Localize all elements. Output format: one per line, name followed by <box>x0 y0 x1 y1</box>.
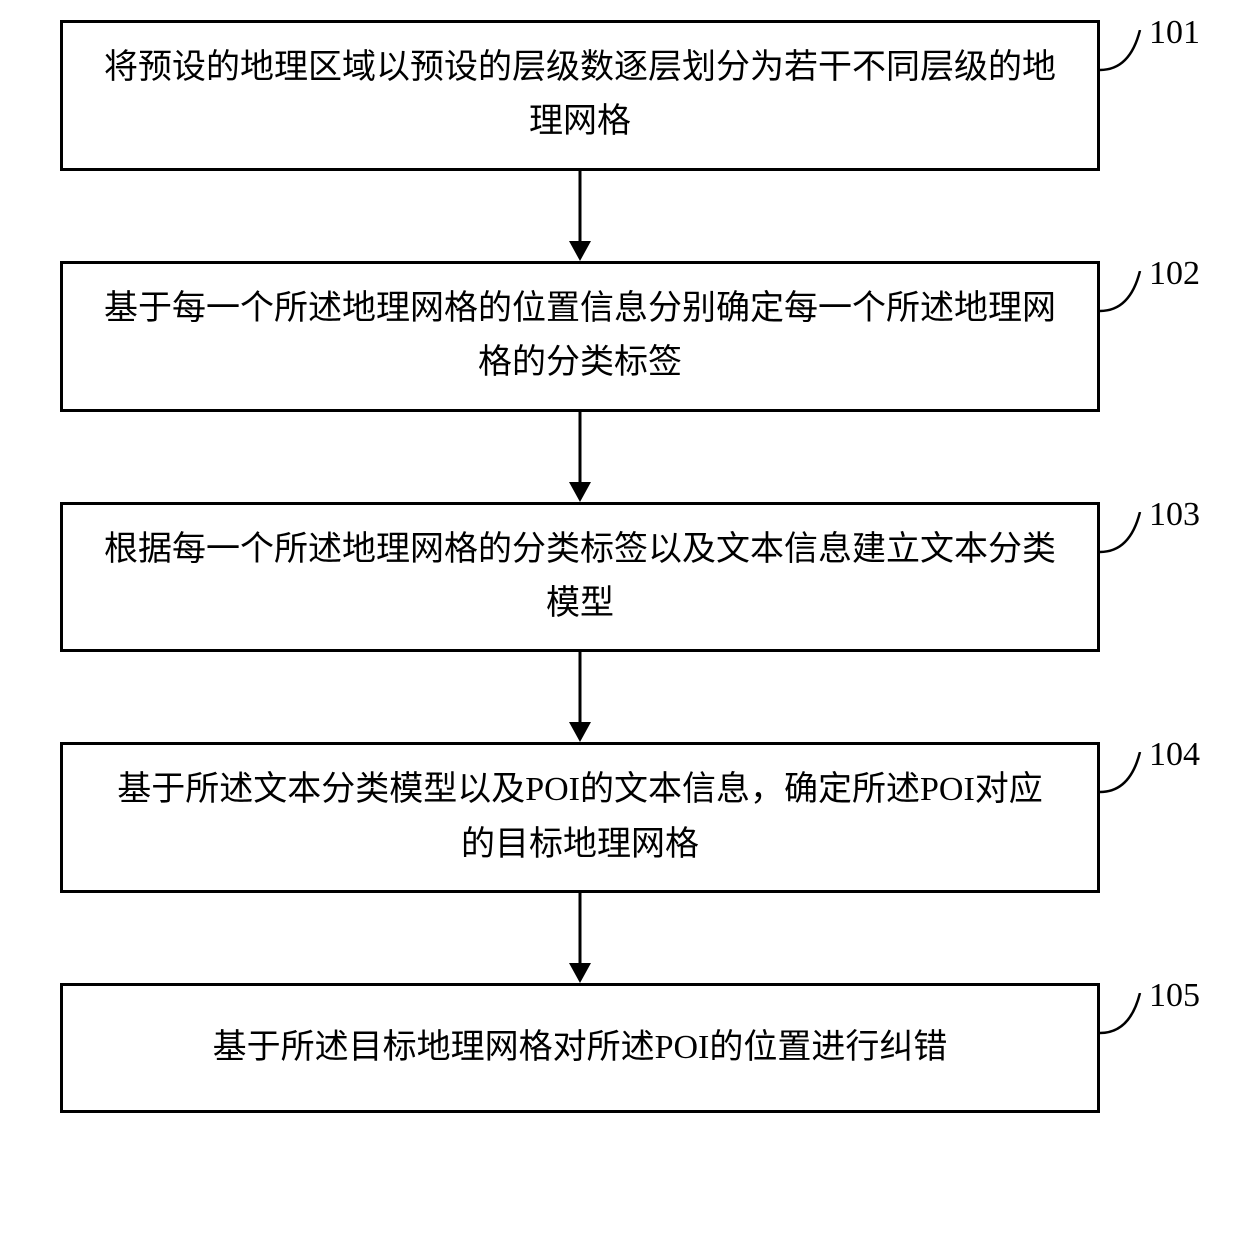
step-text: 基于所述目标地理网格对所述POI的位置进行纠错 <box>213 1021 948 1075</box>
step-box: 根据每一个所述地理网格的分类标签以及文本信息建立文本分类模型 <box>60 502 1100 653</box>
step-box: 基于所述文本分类模型以及POI的文本信息，确定所述POI对应的目标地理网格 <box>60 742 1100 893</box>
step-label: 102 <box>1149 255 1200 293</box>
arrow-102-103 <box>60 412 1100 502</box>
step-text: 根据每一个所述地理网格的分类标签以及文本信息建立文本分类模型 <box>103 523 1057 632</box>
step-102: 基于每一个所述地理网格的位置信息分别确定每一个所述地理网格的分类标签 102 <box>60 261 1180 412</box>
arrow-101-102 <box>60 171 1100 261</box>
step-box: 将预设的地理区域以预设的层级数逐层划分为若干不同层级的地理网格 <box>60 20 1100 171</box>
step-101: 将预设的地理区域以预设的层级数逐层划分为若干不同层级的地理网格 101 <box>60 20 1180 171</box>
arrow-104-105 <box>60 893 1100 983</box>
step-label: 105 <box>1149 977 1200 1015</box>
step-105: 基于所述目标地理网格对所述POI的位置进行纠错 105 <box>60 983 1180 1113</box>
step-label: 104 <box>1149 736 1200 774</box>
step-label: 101 <box>1149 14 1200 52</box>
step-text: 基于所述文本分类模型以及POI的文本信息，确定所述POI对应的目标地理网格 <box>103 763 1057 872</box>
step-label: 103 <box>1149 496 1200 534</box>
step-103: 根据每一个所述地理网格的分类标签以及文本信息建立文本分类模型 103 <box>60 502 1180 653</box>
step-text: 将预设的地理区域以预设的层级数逐层划分为若干不同层级的地理网格 <box>103 41 1057 150</box>
step-box: 基于每一个所述地理网格的位置信息分别确定每一个所述地理网格的分类标签 <box>60 261 1100 412</box>
step-104: 基于所述文本分类模型以及POI的文本信息，确定所述POI对应的目标地理网格 10… <box>60 742 1180 893</box>
step-box: 基于所述目标地理网格对所述POI的位置进行纠错 <box>60 983 1100 1113</box>
step-text: 基于每一个所述地理网格的位置信息分别确定每一个所述地理网格的分类标签 <box>103 282 1057 391</box>
flowchart-container: 将预设的地理区域以预设的层级数逐层划分为若干不同层级的地理网格 101 基于每一… <box>60 20 1180 1113</box>
arrow-103-104 <box>60 652 1100 742</box>
